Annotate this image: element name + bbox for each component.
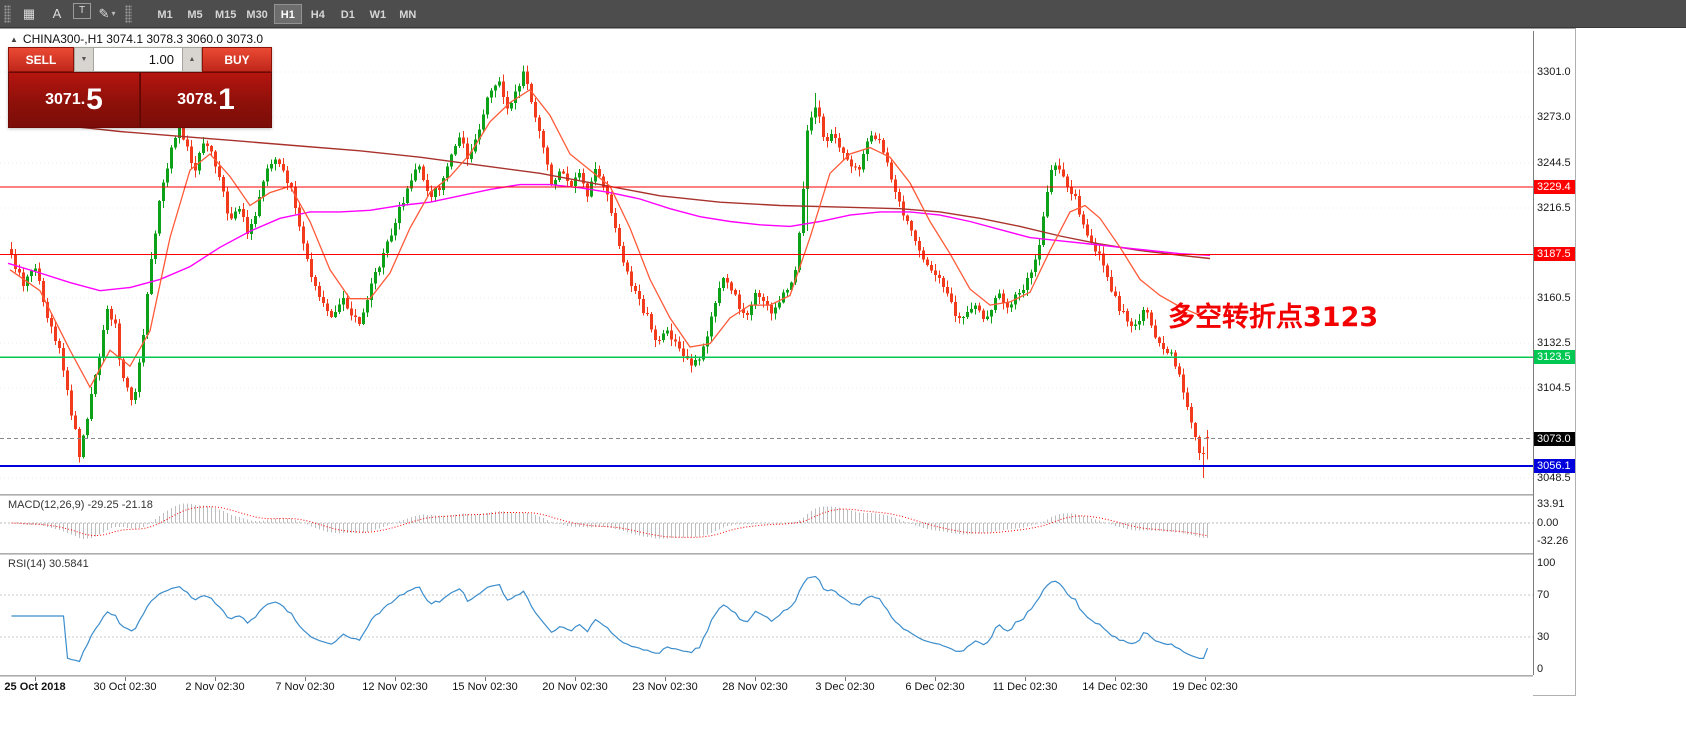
price-chart[interactable] — [0, 31, 1533, 494]
time-axis-label: 3 Dec 02:30 — [815, 681, 875, 693]
time-tick — [395, 677, 396, 681]
panel-separator[interactable] — [0, 675, 1533, 677]
sell-price-display[interactable]: 3071. 5 — [8, 72, 140, 128]
timeframe-m1[interactable]: M1 — [157, 8, 173, 21]
template-icon[interactable]: T — [73, 2, 91, 19]
one-click-collapse-icon[interactable]: ▲ — [10, 35, 18, 44]
text-label-icon[interactable]: A — [52, 6, 62, 21]
timeframe-m30[interactable]: M30 — [246, 8, 268, 21]
price-level-label: 3056.1 — [1534, 458, 1575, 473]
time-axis-label: 14 Dec 02:30 — [1082, 681, 1148, 693]
volume-spinner-up-icon[interactable]: ▲ — [182, 47, 202, 72]
time-tick — [485, 677, 486, 681]
time-tick — [35, 677, 36, 681]
time-axis-label: 25 Oct 2018 — [4, 681, 66, 693]
buy-button[interactable]: BUY — [202, 47, 272, 72]
buy-price-big-digit: 1 — [218, 83, 235, 117]
time-axis-label: 11 Dec 02:30 — [992, 681, 1058, 693]
macd-axis-label: 0.00 — [1537, 517, 1559, 529]
toolbar-grip-2[interactable] — [125, 4, 132, 23]
buy-price-main: 3078. — [177, 91, 218, 108]
price-level-label: 3123.5 — [1534, 350, 1575, 365]
timeframe-m15[interactable]: M15 — [215, 8, 237, 21]
time-axis-label: 28 Nov 02:30 — [722, 681, 788, 693]
panel-separator[interactable] — [0, 553, 1533, 555]
chart-window: ▲ CHINA300-,H1 3074.1 3078.3 3060.0 3073.… — [0, 28, 1576, 697]
toolbar-grip[interactable] — [4, 4, 11, 23]
chart-title: ▲ CHINA300-,H1 3074.1 3078.3 3060.0 3073.… — [10, 32, 263, 46]
time-tick — [215, 677, 216, 681]
price-axis-label: 3216.5 — [1537, 201, 1571, 214]
time-axis-label: 19 Dec 02:30 — [1172, 681, 1238, 693]
time-tick — [125, 677, 126, 681]
volume-dropdown-icon[interactable]: ▼ — [74, 47, 94, 72]
price-axis-label: 3048.5 — [1537, 472, 1571, 484]
main-toolbar: ▦ A T ✎ ▾ M1 M5 M15 M30 H1 H4 D1 W1 MN — [0, 0, 1686, 28]
time-tick — [575, 677, 576, 681]
timeframe-m5[interactable]: M5 — [187, 8, 203, 21]
macd-axis-label: 33.91 — [1537, 498, 1565, 510]
time-axis-label: 15 Nov 02:30 — [452, 681, 518, 693]
macd-indicator-label: MACD(12,26,9) -29.25 -21.18 — [8, 499, 153, 511]
buy-price-display[interactable]: 3078. 1 — [140, 72, 272, 128]
time-tick — [305, 677, 306, 681]
time-axis-label: 7 Nov 02:30 — [275, 681, 335, 693]
price-axis-label: 3104.5 — [1537, 381, 1571, 394]
macd-axis-label: -32.26 — [1537, 535, 1569, 548]
price-axis-label: 3301.0 — [1537, 66, 1571, 78]
time-tick — [935, 677, 936, 681]
time-tick — [845, 677, 846, 681]
timeframe-mn[interactable]: MN — [399, 8, 417, 21]
tool-icon-group: ▦ A T ✎ ▾ — [15, 2, 121, 25]
time-axis-label: 23 Nov 02:30 — [632, 681, 698, 693]
price-axis[interactable]: 3301.0 3273.0 3244.5 3216.5 3160.5 3132.5 3104… — [1533, 31, 1575, 675]
rsi-axis-label: 30 — [1537, 631, 1550, 644]
time-tick — [1025, 677, 1026, 681]
price-level-label: 3187.5 — [1534, 247, 1575, 262]
time-tick — [1115, 677, 1116, 681]
sell-price-big-digit: 5 — [86, 83, 103, 117]
time-axis-label: 30 Oct 02:30 — [93, 681, 157, 693]
price-level-label: 3073.0 — [1534, 431, 1575, 446]
time-tick — [755, 677, 756, 681]
price-axis-label: 3160.5 — [1537, 291, 1571, 304]
rsi-chart[interactable] — [0, 555, 1533, 675]
one-click-trading-panel: SELL ▼ ▲ BUY 3071.5 3078.1 — [8, 47, 272, 128]
price-axis-label: 3273.0 — [1537, 111, 1571, 124]
volume-input[interactable] — [94, 47, 182, 72]
rsi-axis-label: 70 — [1537, 588, 1550, 601]
sell-price-main: 3071. — [45, 91, 86, 108]
time-axis-label: 20 Nov 02:30 — [542, 681, 608, 693]
chart-grid-icon[interactable]: ▦ — [22, 5, 36, 21]
sell-button[interactable]: SELL — [8, 47, 74, 72]
timeframe-h1[interactable]: H1 — [273, 3, 302, 24]
price-level-label: 3229.4 — [1534, 180, 1575, 195]
time-axis[interactable]: 25 Oct 2018 30 Oct 02:30 2 Nov 02:30 7 Nov … — [0, 677, 1533, 697]
price-axis-label: 3132.5 — [1537, 336, 1571, 349]
rsi-axis-label: 0 — [1537, 663, 1544, 675]
timeframe-h4[interactable]: H4 — [310, 8, 325, 21]
chart-annotation-text: 多空转折点3123 — [1168, 302, 1379, 333]
panel-separator[interactable] — [0, 494, 1533, 496]
chart-title-text: CHINA300-,H1 3074.1 3078.3 3060.0 3073.0 — [22, 32, 264, 46]
time-axis-label: 2 Nov 02:30 — [185, 681, 245, 693]
macd-chart[interactable] — [0, 496, 1533, 553]
timeframe-group: M1 M5 M15 M30 H1 H4 D1 W1 MN — [150, 3, 423, 24]
time-tick — [665, 677, 666, 681]
rsi-axis-label: 100 — [1537, 557, 1556, 569]
timeframe-d1[interactable]: D1 — [340, 8, 355, 21]
timeframe-w1[interactable]: W1 — [369, 8, 387, 21]
price-axis-label: 3244.5 — [1537, 156, 1571, 169]
time-tick — [1205, 677, 1206, 681]
time-axis-label: 6 Dec 02:30 — [905, 681, 965, 693]
time-axis-label: 12 Nov 02:30 — [362, 681, 428, 693]
drawing-tools-icon[interactable]: ✎ ▾ — [98, 5, 116, 21]
rsi-indicator-label: RSI(14) 30.5841 — [8, 558, 89, 570]
